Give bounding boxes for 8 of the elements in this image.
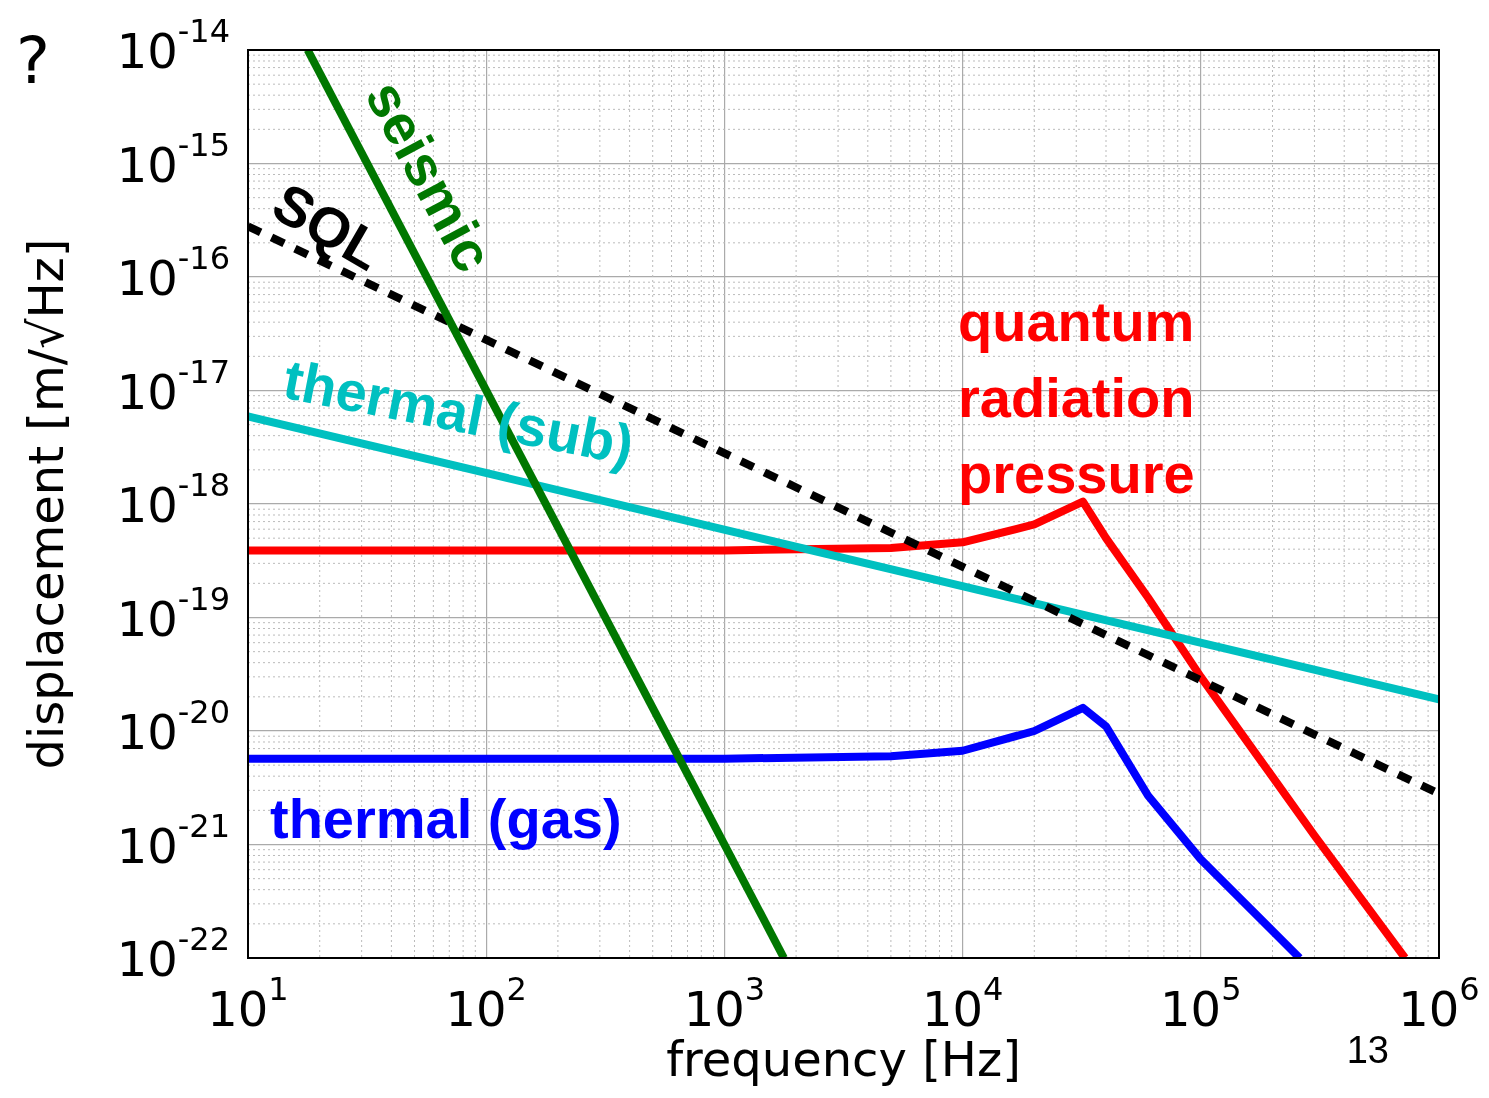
text: 13 bbox=[1346, 1029, 1389, 1071]
text: ? bbox=[16, 24, 50, 98]
y-axis-title: displacement [m/√Hz] bbox=[18, 238, 74, 770]
x-axis-title: frequency [Hz] bbox=[666, 1031, 1021, 1087]
series-label: quantum radiation pressure bbox=[958, 290, 1195, 506]
text: SQL bbox=[262, 170, 394, 283]
text: thermal (sub) bbox=[278, 347, 639, 477]
series-label: thermal (gas) bbox=[270, 787, 622, 851]
